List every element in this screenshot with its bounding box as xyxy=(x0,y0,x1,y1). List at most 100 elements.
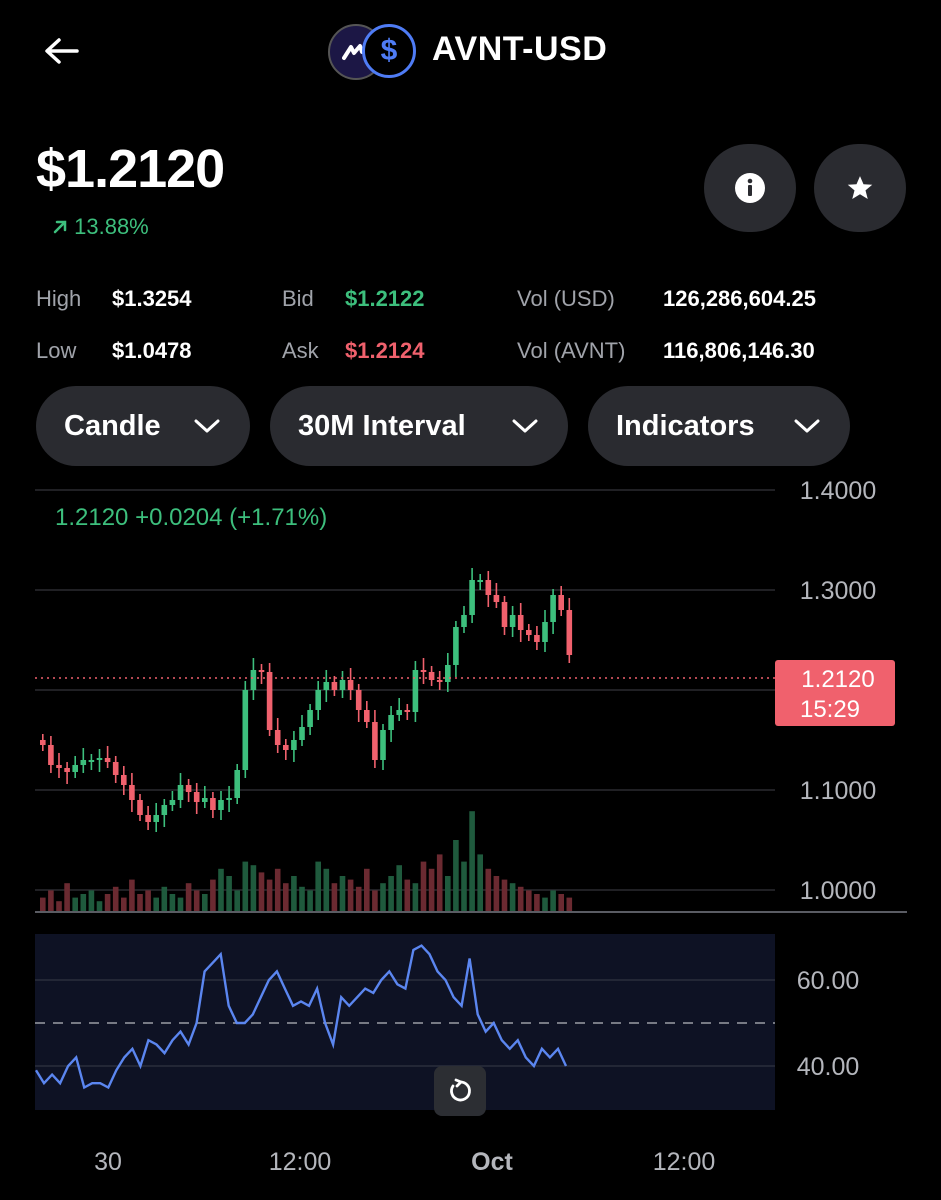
candle-body xyxy=(104,758,111,762)
candle-body xyxy=(453,627,459,665)
volume-bar xyxy=(331,883,338,912)
y-axis-tick-label: 1.1000 xyxy=(800,777,876,805)
candle-body xyxy=(202,798,208,802)
interval-label: 30M Interval xyxy=(298,409,466,442)
candle-body xyxy=(137,800,143,815)
candle-body xyxy=(428,672,435,680)
rsi-tick-label: 60.00 xyxy=(797,967,860,995)
volume-bar xyxy=(493,876,500,912)
volume-bar xyxy=(542,897,548,912)
reset-icon xyxy=(450,1078,471,1102)
y-axis-tick-label: 1.3000 xyxy=(800,577,876,605)
candle-body xyxy=(218,800,224,810)
candle-body xyxy=(355,690,362,710)
volume-bar xyxy=(477,854,483,912)
volume-bar xyxy=(307,890,313,912)
volume-bar xyxy=(210,879,216,912)
low-label: Low xyxy=(36,338,77,363)
candle-body xyxy=(258,670,265,672)
ohlc-readout: 1.2120 +0.0204 (+1.71%) xyxy=(55,504,327,531)
vol-usd-label: Vol (USD) xyxy=(517,286,615,311)
high-label: High xyxy=(36,286,82,311)
chevron-down-icon xyxy=(512,419,538,433)
candle-body xyxy=(331,682,338,690)
candle-body xyxy=(307,710,313,727)
vol-usd-value: 126,286,604.25 xyxy=(663,286,816,311)
volume-bar xyxy=(112,886,119,912)
volume-bar xyxy=(347,879,354,912)
volume-bar xyxy=(218,868,224,912)
volume-bar xyxy=(250,865,257,912)
back-button[interactable] xyxy=(38,28,84,74)
volume-bar xyxy=(283,883,289,912)
volume-bar xyxy=(550,890,556,912)
candle-body xyxy=(250,670,257,690)
volume-bar xyxy=(40,897,46,912)
indicators-dropdown[interactable]: Indicators xyxy=(588,386,850,466)
volume-bar xyxy=(242,861,249,912)
chevron-down-icon xyxy=(194,419,220,433)
candle-body xyxy=(461,615,467,627)
candle-countdown: 15:29 xyxy=(800,696,860,723)
candle-body xyxy=(193,792,200,802)
volume-bar xyxy=(121,897,127,912)
volume-bar xyxy=(534,894,540,912)
candle-body xyxy=(380,730,386,760)
candle-body xyxy=(323,682,330,690)
volume-bar xyxy=(566,897,573,912)
volume-bar xyxy=(404,879,411,912)
usd-coin-icon: $ xyxy=(362,24,416,78)
candle-body xyxy=(347,680,354,690)
price-change: 13.88% xyxy=(52,214,149,240)
candle-body xyxy=(283,745,289,750)
candle-body xyxy=(145,815,151,822)
volume-bar xyxy=(161,886,168,912)
candle-body xyxy=(153,815,159,822)
candle-body xyxy=(420,670,427,672)
candle-body xyxy=(364,710,370,722)
chart-type-label: Candle xyxy=(64,409,161,442)
rsi-tick-label: 40.00 xyxy=(797,1053,860,1081)
favorite-button[interactable] xyxy=(814,144,906,232)
info-icon xyxy=(735,173,765,203)
volume-bar xyxy=(355,886,362,912)
volume-bar xyxy=(96,901,103,912)
candle-body xyxy=(185,785,192,792)
volume-bar xyxy=(137,894,143,912)
volume-bar xyxy=(80,894,87,912)
candle-body xyxy=(56,765,62,768)
low-value: $1.0478 xyxy=(112,338,192,363)
candle-body xyxy=(372,722,378,760)
candle-body xyxy=(566,610,573,655)
volume-bar xyxy=(485,868,492,912)
volume-bar xyxy=(88,890,95,912)
volume-bar xyxy=(258,872,265,912)
pair-title: AVNT-USD xyxy=(432,30,608,68)
volume-bar xyxy=(380,883,386,912)
volume-bar xyxy=(315,861,321,912)
volume-bar xyxy=(436,854,443,912)
info-button[interactable] xyxy=(704,144,796,232)
candle-body xyxy=(274,730,281,745)
volume-bar xyxy=(145,890,151,912)
candle-body xyxy=(396,710,402,715)
candle-body xyxy=(509,615,516,627)
volume-bar xyxy=(396,865,402,912)
volume-bar xyxy=(558,894,564,912)
candle-body xyxy=(169,800,176,805)
chart-type-dropdown[interactable]: Candle xyxy=(36,386,250,466)
volume-bar xyxy=(445,876,451,912)
volume-bar xyxy=(323,868,330,912)
current-price: $1.2120 xyxy=(36,139,225,199)
price-change-value: 13.88% xyxy=(74,214,149,239)
candle-body xyxy=(129,785,135,800)
candle-body xyxy=(445,665,451,682)
reset-chart-button[interactable] xyxy=(434,1066,486,1116)
volume-bar xyxy=(177,897,184,912)
volume-bar xyxy=(56,901,62,912)
candle-body xyxy=(291,740,297,750)
volume-bar xyxy=(169,894,176,912)
interval-dropdown[interactable]: 30M Interval xyxy=(270,386,568,466)
price-chart[interactable]: 1.4000 1.3000 1.1000 1.0000 60.00 40.00 30 12:… xyxy=(0,480,941,1200)
arrow-left-icon xyxy=(45,38,79,64)
